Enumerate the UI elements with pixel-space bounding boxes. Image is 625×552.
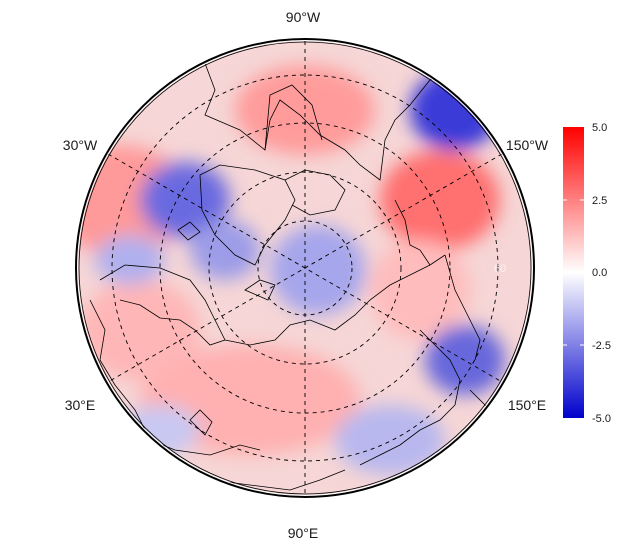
coast-siberia [224,254,446,346]
coast-iceland [177,221,201,241]
anomaly-europe [80,280,200,380]
map-border-inner [78,41,532,495]
anomaly-west-greenland [190,220,260,280]
map-disc [78,41,532,495]
colorbar-tick-label: -5.0 [592,413,611,425]
anomaly-alaska-bering [410,70,500,150]
coast-china [359,404,456,466]
lon-label-lower-left: 30°E [65,397,96,413]
lon-label-upper-right: 150°W [506,137,549,153]
lon-label-lower-right: 150°E [508,397,546,413]
latitude-circle-50 [111,74,499,462]
coast-novaya-zemlya [244,279,276,301]
colorbar-tick-label: 0.0 [592,267,607,279]
anomaly-labrador [140,162,230,238]
coast-chukotka [394,199,431,266]
latitude-label-faint: 60 [494,263,506,275]
anomaly-central-arctic [270,225,366,315]
colorbar: 5.0 2.5 0.0 -2.5 -5.0 [563,122,611,425]
colorbar-gradient [563,127,584,418]
graticule [107,41,503,495]
lon-label-upper-left: 30°W [63,137,98,153]
colorbar-tick-label: -2.5 [592,340,611,352]
lon-label-bottom: 90°E [288,525,319,541]
colorbar-tick-label: 2.5 [592,195,607,207]
anomaly-field [78,65,505,475]
coast-hudson-bay [264,84,323,151]
coast-kamchatka [444,254,481,361]
coast-greenland [199,164,296,266]
anomaly-east-siberia-cold [425,325,505,395]
anomaly-east-siberia-warm [370,240,470,340]
anomaly-china [335,405,445,475]
anomaly-baltic [95,235,165,285]
map-border-outer [75,38,535,498]
colorbar-tick-label: 5.0 [592,122,607,134]
anomaly-north-pacific-east [380,150,500,250]
meridian-150w-30e [107,153,503,383]
anomaly-hudson-bay [235,65,375,155]
lon-label-top: 90°W [286,9,321,25]
anomaly-mediterranean [120,405,200,455]
coast-north-america [199,49,451,181]
coast-caspian [189,409,213,436]
colorbar-ticks [563,199,584,346]
